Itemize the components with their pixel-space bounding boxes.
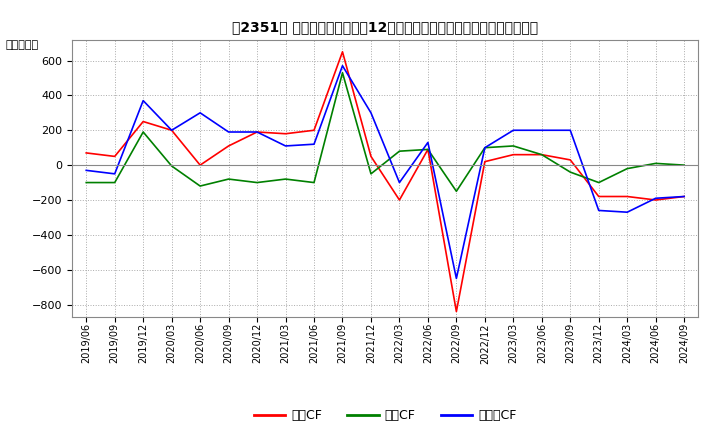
Title: 【2351】 キャッシュフローの12か月移動合計の対前年同期増減額の推移: 【2351】 キャッシュフローの12か月移動合計の対前年同期増減額の推移 — [232, 20, 539, 34]
Line: 営業CF: 営業CF — [86, 52, 684, 312]
営業CF — [310, 128, 318, 133]
営業CF — [652, 198, 660, 203]
フリーCF — [338, 63, 347, 68]
Line: 投資CF: 投資CF — [86, 73, 684, 191]
フリーCF — [225, 129, 233, 135]
営業CF — [82, 150, 91, 156]
営業CF — [196, 162, 204, 168]
投資CF — [509, 143, 518, 149]
投資CF — [366, 171, 375, 176]
投資CF — [452, 189, 461, 194]
投資CF — [680, 162, 688, 168]
Line: フリーCF: フリーCF — [86, 66, 684, 279]
フリーCF — [595, 208, 603, 213]
フリーCF — [452, 276, 461, 281]
投資CF — [225, 176, 233, 182]
営業CF — [225, 143, 233, 149]
営業CF — [423, 147, 432, 152]
営業CF — [253, 129, 261, 135]
営業CF — [509, 152, 518, 158]
フリーCF — [167, 128, 176, 133]
フリーCF — [652, 196, 660, 201]
投資CF — [537, 152, 546, 158]
フリーCF — [537, 128, 546, 133]
投資CF — [338, 70, 347, 75]
投資CF — [282, 176, 290, 182]
投資CF — [423, 147, 432, 152]
フリーCF — [366, 110, 375, 115]
フリーCF — [480, 145, 489, 150]
投資CF — [253, 180, 261, 185]
営業CF — [452, 309, 461, 314]
営業CF — [680, 194, 688, 199]
投資CF — [82, 180, 91, 185]
営業CF — [366, 154, 375, 159]
営業CF — [282, 131, 290, 136]
営業CF — [623, 194, 631, 199]
投資CF — [566, 169, 575, 175]
営業CF — [395, 198, 404, 203]
フリーCF — [110, 171, 119, 176]
投資CF — [623, 166, 631, 171]
投資CF — [652, 161, 660, 166]
フリーCF — [566, 128, 575, 133]
投資CF — [167, 163, 176, 169]
フリーCF — [310, 142, 318, 147]
フリーCF — [139, 98, 148, 103]
フリーCF — [509, 128, 518, 133]
Legend: 営業CF, 投資CF, フリーCF: 営業CF, 投資CF, フリーCF — [249, 404, 521, 427]
フリーCF — [196, 110, 204, 115]
投資CF — [139, 129, 148, 135]
投資CF — [196, 183, 204, 189]
営業CF — [110, 154, 119, 159]
フリーCF — [423, 140, 432, 145]
フリーCF — [395, 180, 404, 185]
営業CF — [595, 194, 603, 199]
投資CF — [310, 180, 318, 185]
投資CF — [595, 180, 603, 185]
投資CF — [480, 145, 489, 150]
営業CF — [537, 152, 546, 158]
Y-axis label: （百万円）: （百万円） — [5, 40, 38, 50]
フリーCF — [680, 194, 688, 199]
フリーCF — [623, 209, 631, 215]
フリーCF — [82, 168, 91, 173]
営業CF — [480, 159, 489, 164]
営業CF — [566, 157, 575, 162]
投資CF — [110, 180, 119, 185]
営業CF — [338, 49, 347, 55]
投資CF — [395, 149, 404, 154]
フリーCF — [253, 129, 261, 135]
営業CF — [139, 119, 148, 124]
フリーCF — [282, 143, 290, 149]
営業CF — [167, 128, 176, 133]
